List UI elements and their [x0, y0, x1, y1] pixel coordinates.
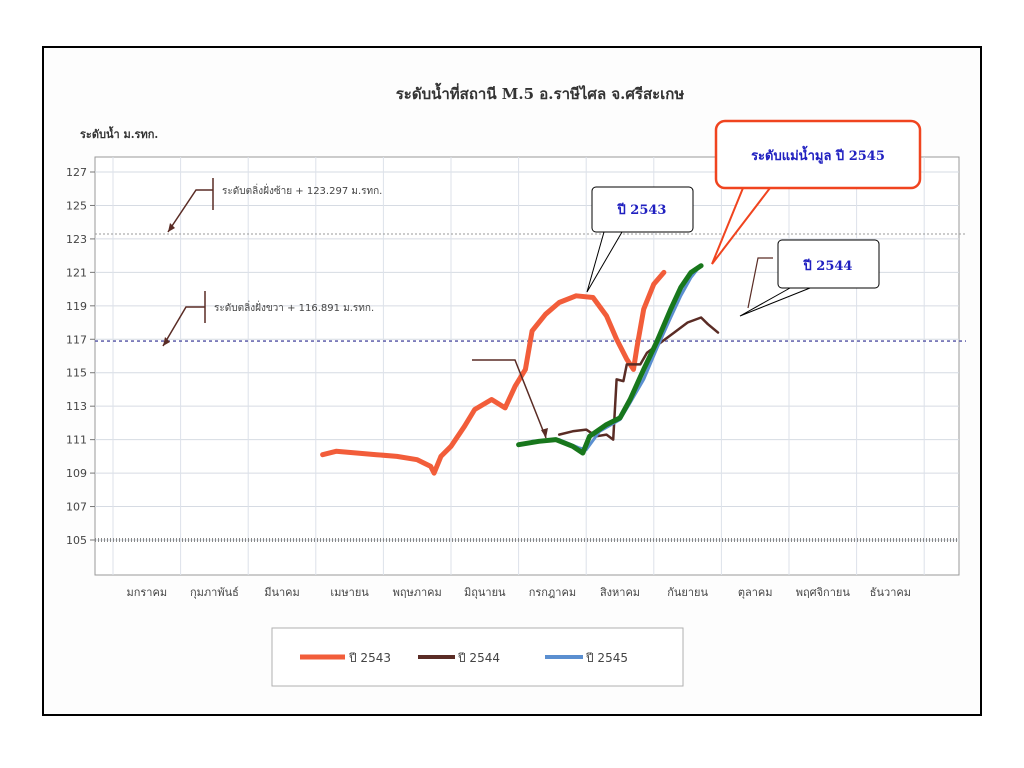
callout-mun-label: ระดับแม่น้ำมูล ปี 2545 — [751, 145, 885, 164]
legend-item-2544: ปี 2544 — [418, 651, 500, 665]
legend-label-2545: ปี 2545 — [585, 651, 628, 665]
legend-item-2545: ปี 2545 — [545, 651, 628, 665]
green-series-pointer — [472, 359, 548, 439]
left-bank-arrowhead — [168, 223, 175, 232]
callout-2543: ปี 2543 — [586, 186, 694, 293]
callout-mun-box — [714, 119, 922, 190]
left-bank-label: ระดับตลิ่งฝั่งซ้าย + 123.297 ม.รทก. — [222, 183, 382, 197]
y-tick-label: 115 — [66, 367, 87, 380]
left-bank-arrow — [167, 178, 214, 233]
callout-2544: ปี 2544 — [739, 239, 880, 317]
y-tick-label: 105 — [66, 534, 87, 547]
legend-item-2543: ปี 2543 — [300, 651, 391, 665]
green-pointer-arrowhead — [541, 428, 548, 438]
right-bank-annotation: ระดับตลิ่งฝั่งขวา + 116.891 ม.รทก. — [162, 291, 374, 347]
series-line-0 — [320, 269, 667, 476]
y-tick-label: 123 — [66, 233, 87, 246]
callout-2544-pointer — [747, 257, 773, 309]
x-tick-label: กรกฎาคม — [529, 586, 576, 599]
legend: ปี 2543 ปี 2544 ปี 2545 — [271, 627, 684, 687]
x-tick-label: กันยายน — [667, 586, 708, 599]
y-tick-label: 113 — [66, 400, 87, 413]
x-tick-labels: มกราคม กุมภาพันธ์ มีนาคม เมษายน พฤษภาคม มิถุน… — [126, 586, 911, 599]
x-tick-label: พฤษภาคม — [393, 586, 442, 599]
legend-label-2543: ปี 2543 — [348, 651, 391, 665]
left-bank-annotation: ระดับตลิ่งฝั่งซ้าย + 123.297 ม.รทก. — [167, 178, 382, 233]
right-bank-label: ระดับตลิ่งฝั่งขวา + 116.891 ม.รทก. — [214, 300, 374, 314]
x-tick-label: กุมภาพันธ์ — [190, 586, 239, 599]
y-tick-label: 117 — [66, 333, 87, 346]
x-tick-label: มิถุนายน — [464, 586, 506, 599]
callout-2544-box — [777, 239, 880, 289]
x-tick-label: ตุลาคม — [738, 586, 773, 599]
callout-2544-tail — [739, 287, 811, 317]
green-pointer-line — [472, 359, 547, 439]
x-tick-label: พฤศจิกายน — [796, 586, 851, 599]
reference-lines — [95, 233, 966, 542]
y-axis-label: ระดับน้ำ ม.รทก. — [80, 126, 158, 141]
x-tick-label: เมษายน — [330, 586, 369, 599]
callout-2544-label: ปี 2544 — [802, 258, 852, 274]
right-bank-arrow — [162, 291, 206, 347]
y-tick-label: 109 — [66, 467, 87, 480]
y-tick-label: 119 — [66, 300, 87, 313]
x-tick-label: สิงหาคม — [600, 586, 640, 599]
callout-2543-box — [591, 186, 694, 233]
callout-2543-label: ปี 2543 — [616, 202, 666, 218]
y-tick-label: 107 — [66, 501, 87, 514]
y-tick-label: 125 — [66, 199, 87, 212]
x-tick-label: มีนาคม — [264, 586, 300, 599]
chart-title: ระดับน้ำที่สถานี M.5 อ.ราษีไศล จ.ศรีสะเก… — [396, 82, 685, 103]
right-bank-arrowhead — [163, 337, 170, 346]
y-tick-labels: 105 107 109 111 113 115 117 119 121 123 125 127 — [66, 166, 87, 547]
series-layer — [320, 263, 720, 476]
callout-2543-tail — [586, 231, 623, 293]
y-tick-label: 127 — [66, 166, 87, 179]
legend-label-2544: ปี 2544 — [457, 651, 500, 665]
y-tick-label: 121 — [66, 266, 87, 279]
series-line-3 — [516, 263, 704, 456]
callout-mun-tail — [711, 187, 771, 265]
callout-mun-river-2545: ระดับแม่น้ำมูล ปี 2545 — [711, 119, 922, 265]
x-tick-label: มกราคม — [126, 586, 167, 599]
x-tick-label: ธันวาคม — [870, 586, 911, 599]
y-tick-label: 111 — [66, 434, 87, 447]
